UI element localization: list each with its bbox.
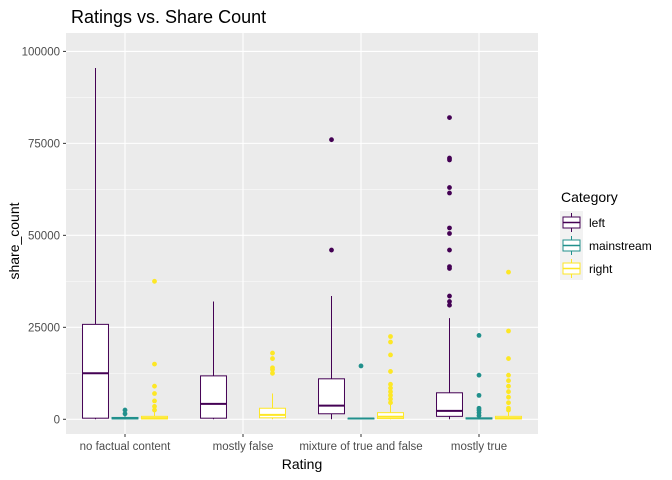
plot-panel (66, 33, 538, 434)
outlier-point (506, 389, 511, 395)
outlier-point (506, 372, 511, 378)
outlier-point (388, 339, 393, 345)
outlier-point (476, 405, 482, 411)
outlier-point (447, 231, 452, 236)
outlier-point (122, 407, 128, 413)
legend-label-mainstream: mainstream (589, 239, 652, 253)
outlier-point (152, 361, 157, 367)
box-layer (82, 67, 522, 420)
box-right (377, 334, 404, 420)
box-mainstream (465, 333, 493, 420)
outlier-point (447, 264, 452, 270)
gridlines (66, 33, 538, 434)
outlier-point (388, 369, 393, 374)
outlier-point (388, 385, 393, 391)
x-tick-label: mostly true (451, 441, 507, 453)
outlier-point (506, 356, 511, 361)
box-mainstream (347, 363, 375, 420)
outlier-point (152, 278, 157, 284)
box-right (141, 278, 168, 420)
outlier-point (506, 378, 511, 384)
outlier-point (447, 190, 452, 196)
outlier-point (270, 365, 275, 371)
outlier-point (388, 352, 393, 358)
outlier-point (152, 398, 157, 404)
outlier-point (447, 225, 452, 231)
outlier-point (122, 411, 128, 417)
x-axis-title: Rating (282, 456, 322, 472)
outlier-point (476, 372, 482, 378)
outlier-point (152, 407, 157, 413)
outlier-point (506, 383, 511, 389)
outlier-point (506, 400, 511, 406)
outlier-point (447, 247, 452, 253)
outlier-point (447, 293, 452, 299)
outlier-point (447, 115, 452, 121)
outlier-point (447, 299, 452, 304)
box-body (436, 392, 463, 417)
legend: Category left mainstream right (560, 189, 652, 280)
outlier-point (152, 404, 157, 409)
legend-label-left: left (589, 216, 606, 230)
legend-label-right: right (589, 262, 613, 276)
outlier-point (447, 155, 452, 161)
y-tick-label: 50000 (28, 230, 60, 242)
outlier-point (506, 394, 511, 400)
legend-title: Category (561, 189, 618, 205)
box-mainstream (111, 407, 139, 420)
x-tick-label: no factual content (80, 441, 172, 453)
outlier-point (388, 389, 393, 395)
outlier-point (388, 334, 393, 339)
box-body (82, 323, 109, 419)
y-tick-label: 0 (54, 414, 60, 426)
y-tick-label: 75000 (28, 138, 60, 150)
outlier-point (506, 328, 511, 334)
outlier-point (447, 185, 452, 190)
box-left (318, 137, 345, 420)
outlier-point (270, 350, 275, 356)
outlier-point (506, 269, 511, 275)
outlier-point (388, 381, 393, 387)
outlier-point (152, 383, 157, 389)
outlier-point (388, 396, 393, 402)
outlier-point (388, 392, 393, 398)
box-body (377, 412, 404, 420)
outlier-point (476, 333, 482, 338)
x-axis-ticks: no factual content mostly false mixture of… (80, 434, 507, 453)
box-right (259, 350, 286, 420)
box-left (200, 301, 227, 420)
box-body (200, 375, 227, 419)
y-axis-ticks: 0 25000 50000 75000 100000 (22, 46, 66, 426)
outlier-point (358, 363, 364, 369)
y-tick-label: 25000 (28, 322, 60, 334)
x-tick-label: mixture of true and false (299, 441, 422, 453)
x-tick-label: mostly false (213, 441, 274, 453)
outlier-point (270, 370, 275, 376)
outlier-point (476, 392, 482, 398)
box-left (436, 115, 463, 420)
box-body (318, 378, 345, 415)
outlier-point (329, 137, 334, 143)
chart-title: Ratings vs. Share Count (71, 7, 266, 27)
outlier-point (388, 400, 393, 406)
box-left (82, 67, 109, 420)
box-body (259, 407, 286, 419)
outlier-point (152, 391, 157, 396)
box-right (495, 269, 522, 420)
outlier-point (447, 302, 452, 308)
y-axis-title: share_count (6, 202, 22, 279)
outlier-point (270, 356, 275, 361)
y-tick-label: 100000 (22, 46, 60, 58)
outlier-point (329, 247, 334, 253)
outlier-point (506, 405, 511, 411)
